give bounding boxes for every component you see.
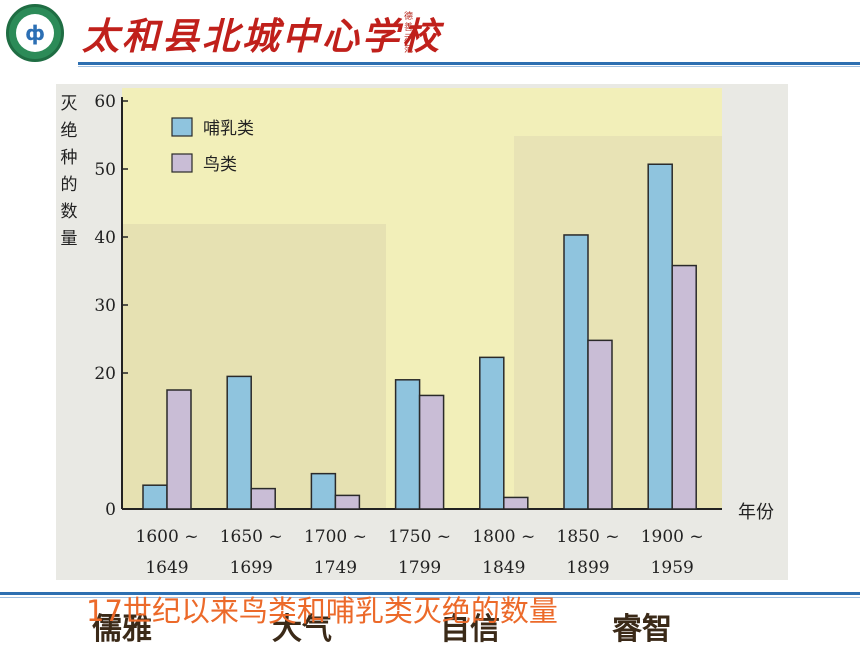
x-tick-label: 1899 [566, 558, 609, 578]
bar-bird [334, 494, 361, 510]
x-tick-label: 1900 ~ [641, 527, 704, 547]
x-tick-label: 1700 ~ [304, 527, 367, 547]
school-name: 太和县北城中心学校 [82, 14, 442, 58]
bar-mammal [226, 375, 252, 510]
y-axis-label-char: 绝 [61, 121, 78, 141]
bar-mammal [310, 472, 337, 510]
school-logo: ф [6, 4, 64, 62]
x-axis-label: 年份 [738, 502, 774, 523]
header-divider [78, 62, 860, 65]
legend-swatch [171, 117, 193, 137]
x-tick-label: 1850 ~ [557, 527, 620, 547]
y-axis-label-char: 量 [61, 229, 78, 249]
bar-mammal [142, 484, 168, 510]
y-axis-label-char: 灭 [61, 94, 78, 114]
y-axis-label-char: 种 [61, 148, 78, 168]
bar-mammal [479, 356, 505, 510]
chart-photo: 0 20 30 40 50 60 灭绝种的数量年份 1600 ~ 1649 1650 ~ 1699 1… [56, 84, 788, 580]
bar-mammal [394, 379, 421, 510]
shade-left [122, 224, 386, 509]
y-axis-label-char: 数 [61, 202, 78, 222]
bar-mammal [563, 234, 589, 510]
footer-word: 睿智 [612, 612, 672, 647]
x-tick-label: 1699 [230, 558, 273, 578]
x-tick-label: 1800 ~ [472, 527, 535, 547]
footer-motto: 儒雅 大气 自信 睿智 [0, 604, 860, 647]
y-tick-label: 30 [94, 296, 116, 316]
bar-bird [418, 394, 445, 510]
legend-swatch [171, 153, 193, 173]
x-tick-label: 1959 [651, 558, 694, 578]
x-tick-label: 1749 [314, 558, 357, 578]
x-tick-label: 1600 ~ [136, 527, 199, 547]
bar-bird [250, 487, 276, 510]
y-tick-label: 60 [94, 92, 116, 112]
logo-mark: ф [16, 14, 54, 52]
chart-title: 17世纪以来鸟类和哺乳类灭绝的数量 [86, 594, 558, 628]
footer-divider [0, 592, 860, 595]
header: ф 太和县北城中心学校 德善示范 [0, 0, 860, 70]
footer-word: 大气 [272, 612, 332, 647]
bar-bird [587, 339, 613, 510]
y-tick-label: 20 [94, 364, 116, 384]
legend-label: 哺乳类 [203, 119, 254, 139]
y-axis-label-char: 的 [61, 175, 78, 195]
x-tick-label: 1799 [398, 558, 441, 578]
school-motto: 德善示范 [404, 12, 414, 55]
x-tick-label: 1650 ~ [220, 527, 283, 547]
x-tick-label: 1750 ~ [388, 527, 451, 547]
y-tick-label: 40 [94, 228, 116, 248]
bar-bird [166, 389, 192, 510]
bar-bird [503, 496, 529, 510]
bar-mammal [647, 163, 673, 510]
x-tick-label: 1849 [482, 558, 525, 578]
footer-word: 自信 [440, 612, 500, 647]
footer-divider-thin [0, 597, 860, 598]
bar-bird [671, 264, 697, 510]
y-tick-label: 0 [105, 500, 116, 520]
legend-label: 鸟类 [203, 155, 237, 175]
header-divider-thin [78, 66, 860, 67]
x-tick-label: 1649 [145, 558, 188, 578]
y-tick-label: 50 [94, 160, 116, 180]
footer-word: 儒雅 [92, 612, 152, 647]
